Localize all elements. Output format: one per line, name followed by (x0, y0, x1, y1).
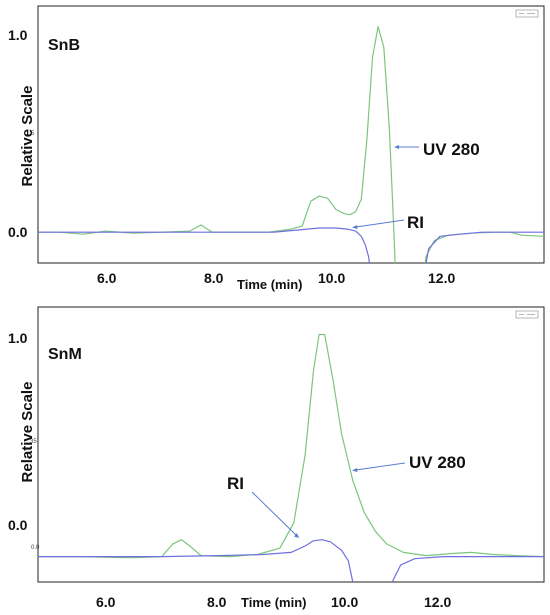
y-tick-label: 0.0 (8, 224, 28, 240)
series-line-uv-280 (38, 333, 544, 559)
annotation-arrow (251, 491, 297, 536)
y-tick-label-minor: 5 (31, 131, 35, 137)
panel-title: SnB (48, 37, 80, 54)
x-tick-label: 8.0 (204, 270, 224, 286)
x-tick-label: 6.0 (97, 270, 117, 286)
annotation-uv280: UV 280 (423, 140, 480, 159)
panel-title: SnM (48, 346, 82, 363)
y-tick-label-minor: 35 (30, 439, 37, 445)
x-tick-label: 6.0 (96, 594, 116, 610)
x-tick-label: 8.0 (207, 594, 227, 610)
series-line-ri (38, 539, 354, 582)
annotation-arrow (355, 219, 405, 228)
y-axis-label: Relative Scale (19, 86, 36, 187)
arrowhead (394, 145, 399, 149)
x-tick-label: 12.0 (428, 270, 455, 286)
x-axis-label: Time (min) (241, 595, 307, 610)
panel-snm: SnM 1.0 35 0.0 0.0 Relative Scale 6.0 8.… (8, 306, 545, 610)
annotation-ri: RI (227, 474, 244, 493)
annotation-uv280: UV 280 (409, 453, 466, 472)
arrowhead (352, 225, 358, 229)
x-axis-label: Time (min) (237, 277, 303, 292)
y-axis-label: Relative Scale (19, 382, 36, 483)
y-tick-label: 1.0 (8, 27, 28, 43)
annotation-ri: RI (407, 213, 424, 232)
arrowhead (294, 533, 299, 538)
series-layer (38, 333, 544, 582)
series-line-ri-return (425, 231, 544, 263)
series-layer (38, 26, 544, 263)
x-tick-label: 12.0 (424, 594, 451, 610)
plot-frame (37, 5, 545, 264)
y-tick-label: 1.0 (8, 330, 28, 346)
series-line-ri (38, 227, 371, 263)
annotation-arrow (355, 462, 406, 471)
x-tick-label: 10.0 (331, 594, 358, 610)
y-tick-label-minor: 0.0 (31, 545, 40, 551)
series-line-ri-return (391, 556, 544, 582)
arrowhead (352, 468, 358, 472)
y-tick-label: 0.0 (8, 517, 28, 533)
panel-snb: SnB 1.0 5 0.0 Relative Scale 6.0 8.0 Tim… (8, 5, 545, 292)
x-tick-label: 10.0 (318, 270, 345, 286)
plot-frame (37, 306, 545, 583)
